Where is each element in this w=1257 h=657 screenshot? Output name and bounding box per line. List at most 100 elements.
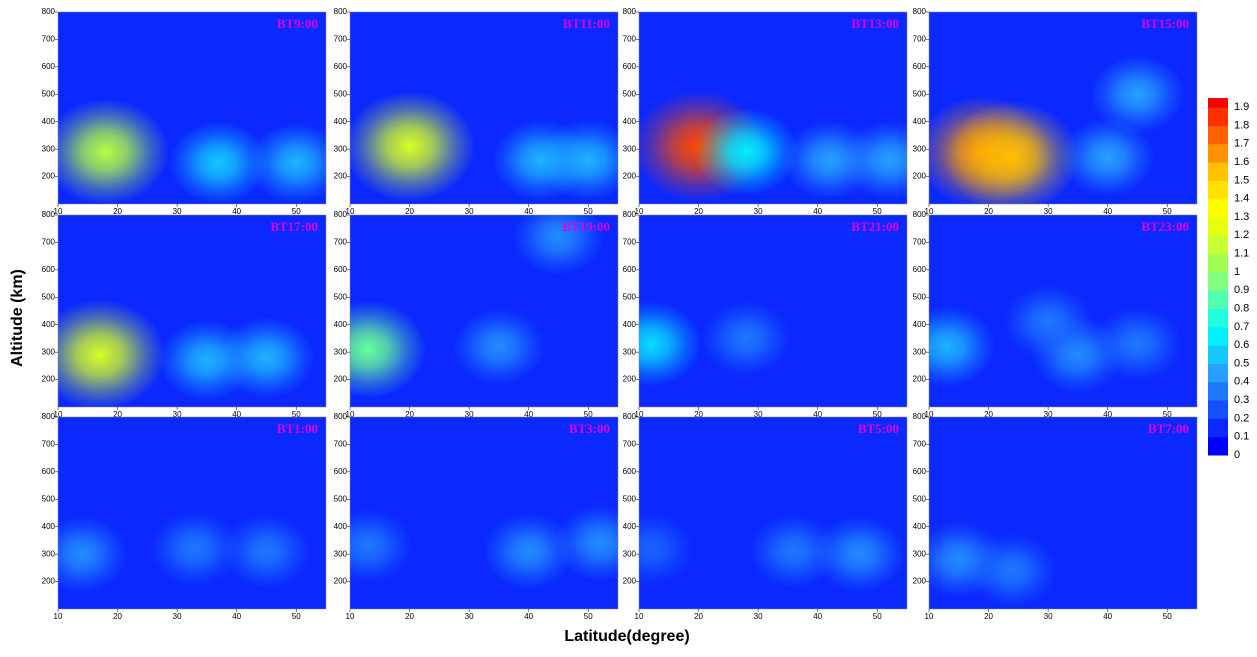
panel-title: BT23:00 bbox=[1141, 219, 1189, 234]
y-tick-label: 200 bbox=[334, 172, 348, 181]
y-tick-label: 800 bbox=[334, 7, 348, 16]
panel-frame bbox=[638, 11, 908, 205]
colorbar-segment bbox=[1208, 253, 1228, 273]
y-tick-label: 500 bbox=[913, 494, 927, 503]
y-tick-label: 500 bbox=[913, 89, 927, 98]
panel-frame bbox=[349, 214, 619, 408]
panel bbox=[929, 12, 1197, 204]
panel bbox=[639, 12, 907, 204]
x-tick-label: 40 bbox=[232, 612, 241, 621]
y-tick-label: 200 bbox=[623, 172, 637, 181]
panel-title: BT19:00 bbox=[562, 219, 610, 234]
colorbar-segment bbox=[1208, 198, 1228, 218]
field-peak bbox=[813, 515, 906, 593]
y-tick-label: 500 bbox=[623, 292, 637, 301]
field-peak bbox=[169, 121, 269, 204]
colorbar-segment bbox=[1208, 162, 1228, 181]
panel-frame bbox=[57, 214, 327, 408]
y-tick-label: 400 bbox=[913, 522, 927, 531]
colorbar-tick-label: 1.3 bbox=[1234, 211, 1249, 223]
x-tick-label: 40 bbox=[232, 410, 241, 419]
field-peak bbox=[247, 122, 326, 204]
x-tick-label: 40 bbox=[813, 207, 822, 216]
x-tick-label: 20 bbox=[405, 612, 414, 621]
x-tick-label: 40 bbox=[1103, 410, 1112, 419]
y-tick-label: 400 bbox=[42, 522, 56, 531]
x-tick-label: 10 bbox=[54, 612, 63, 621]
panel-frame bbox=[57, 416, 327, 610]
x-tick-label: 50 bbox=[1163, 207, 1172, 216]
x-tick-label: 20 bbox=[984, 410, 993, 419]
panel-title: BT21:00 bbox=[851, 219, 899, 234]
panel-frame bbox=[638, 416, 908, 610]
field-peak bbox=[58, 515, 128, 593]
colorbar-segment bbox=[1208, 98, 1228, 108]
panel bbox=[58, 417, 326, 609]
colorbar-segment bbox=[1208, 235, 1228, 255]
x-tick-label: 40 bbox=[813, 410, 822, 419]
y-tick-label: 800 bbox=[42, 210, 56, 219]
x-tick-label: 10 bbox=[346, 612, 355, 621]
x-tick-label: 50 bbox=[584, 207, 593, 216]
y-tick-label: 700 bbox=[913, 238, 927, 247]
y-tick-label: 500 bbox=[42, 494, 56, 503]
x-tick-label: 40 bbox=[524, 207, 533, 216]
y-tick-label: 800 bbox=[42, 412, 56, 421]
colorbar-tick-label: 1.1 bbox=[1234, 248, 1249, 260]
field-peak bbox=[749, 513, 839, 589]
x-tick-label: 40 bbox=[524, 410, 533, 419]
x-tick-label: 30 bbox=[1044, 207, 1053, 216]
x-tick-label: 10 bbox=[54, 410, 63, 419]
colorbar-tick-label: 0.7 bbox=[1234, 321, 1249, 333]
y-tick-label: 200 bbox=[913, 172, 927, 181]
x-tick-label: 20 bbox=[113, 612, 122, 621]
colorbar-segment bbox=[1208, 271, 1228, 291]
x-tick-label: 10 bbox=[635, 207, 644, 216]
y-tick-label: 300 bbox=[913, 549, 927, 558]
x-tick-label: 10 bbox=[925, 410, 934, 419]
y-tick-label: 800 bbox=[334, 210, 348, 219]
y-tick-label: 400 bbox=[913, 320, 927, 329]
y-tick-label: 400 bbox=[42, 320, 56, 329]
x-tick-label: 50 bbox=[584, 612, 593, 621]
y-tick-label: 600 bbox=[913, 467, 927, 476]
y-axis-label: Altitude (km) bbox=[9, 269, 26, 367]
y-tick-label: 500 bbox=[913, 292, 927, 301]
panel bbox=[350, 215, 618, 407]
y-tick-label: 700 bbox=[42, 440, 56, 449]
y-tick-label: 500 bbox=[42, 89, 56, 98]
field-peak bbox=[554, 504, 618, 582]
y-tick-label: 300 bbox=[334, 144, 348, 153]
x-tick-label: 50 bbox=[292, 410, 301, 419]
colorbar-tick-label: 0.8 bbox=[1234, 302, 1249, 314]
field-peak bbox=[350, 300, 427, 399]
y-tick-label: 700 bbox=[623, 440, 637, 449]
field-peak bbox=[639, 301, 702, 387]
x-tick-label: 30 bbox=[465, 410, 474, 419]
field-peak bbox=[694, 108, 799, 196]
panel bbox=[639, 417, 907, 609]
x-tick-label: 10 bbox=[635, 612, 644, 621]
x-tick-label: 40 bbox=[813, 612, 822, 621]
y-tick-label: 200 bbox=[42, 375, 56, 384]
x-tick-label: 20 bbox=[694, 207, 703, 216]
colorbar-segment bbox=[1208, 143, 1228, 163]
x-tick-label: 50 bbox=[873, 207, 882, 216]
field-peak bbox=[350, 508, 413, 584]
colorbar-segment bbox=[1208, 125, 1228, 145]
colorbar-tick-label: 0.1 bbox=[1234, 431, 1249, 443]
panel-frame bbox=[928, 214, 1198, 408]
colorbar-segment bbox=[1208, 418, 1228, 438]
field-peak bbox=[539, 119, 618, 201]
y-tick-label: 800 bbox=[623, 210, 637, 219]
y-tick-label: 300 bbox=[623, 144, 637, 153]
x-tick-label: 30 bbox=[173, 207, 182, 216]
y-tick-label: 700 bbox=[334, 440, 348, 449]
y-tick-label: 700 bbox=[623, 238, 637, 247]
y-tick-label: 200 bbox=[334, 375, 348, 384]
colorbar-segment bbox=[1208, 345, 1228, 364]
field-peak bbox=[639, 512, 695, 586]
x-tick-label: 10 bbox=[346, 410, 355, 419]
field-peak bbox=[58, 98, 169, 204]
colorbar-segment bbox=[1208, 381, 1228, 401]
